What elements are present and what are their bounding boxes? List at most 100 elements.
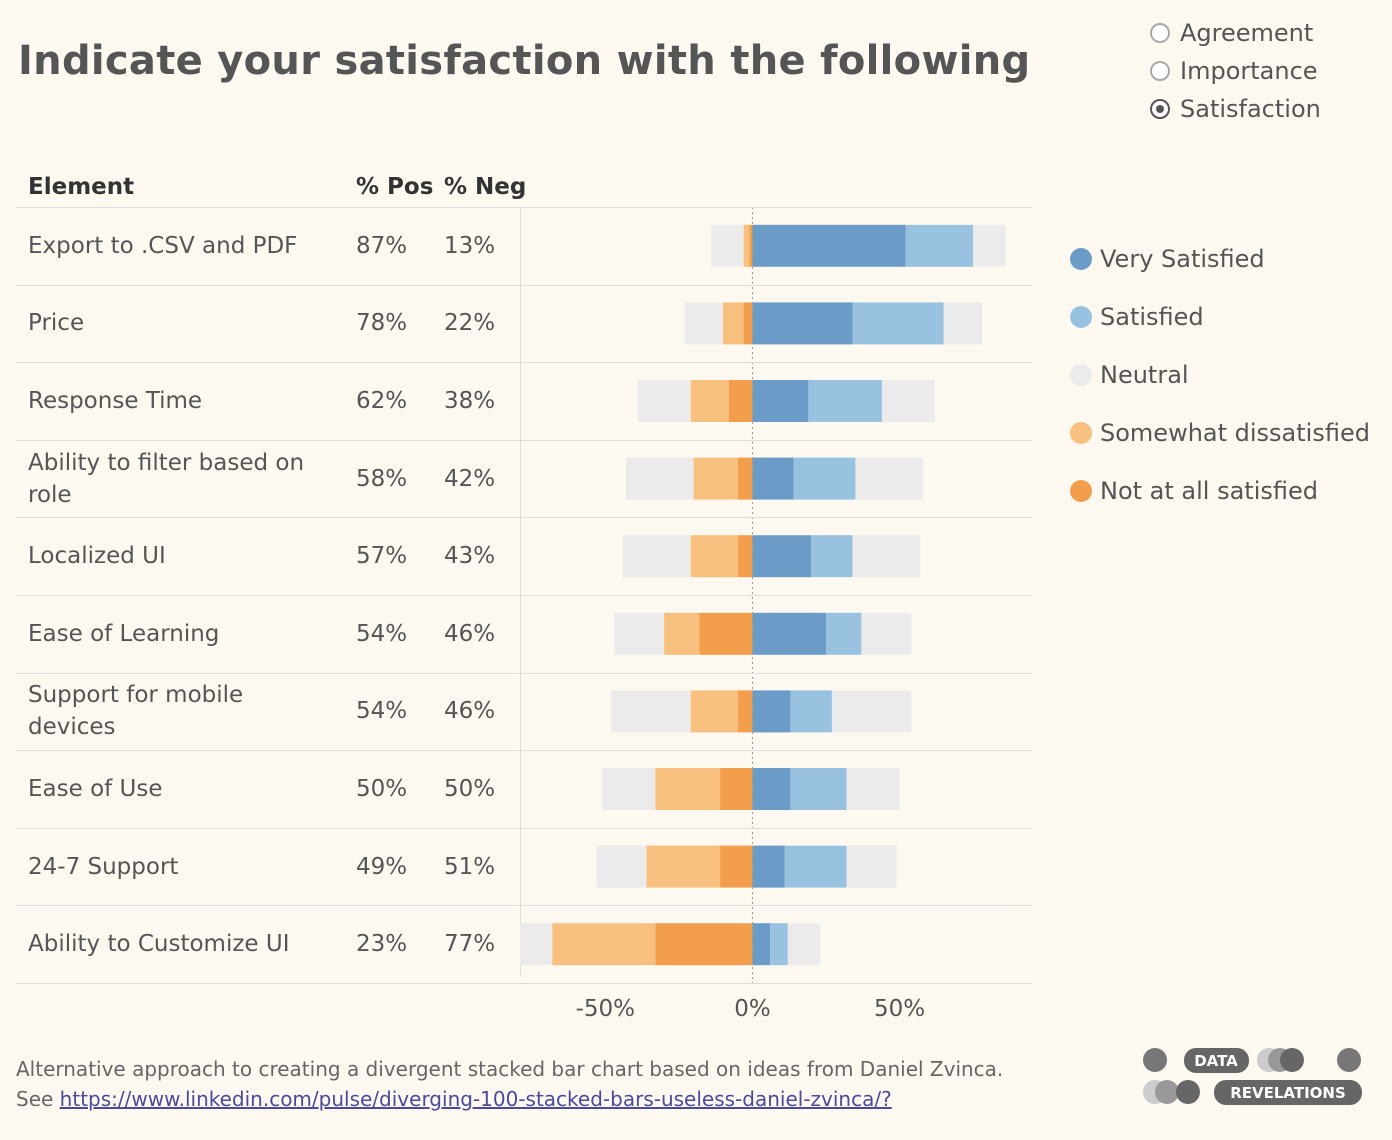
radio-label: Agreement bbox=[1180, 19, 1314, 47]
row-pos-value: 87% bbox=[356, 232, 408, 259]
bar-satisfied bbox=[852, 302, 944, 345]
legend-swatch bbox=[1070, 480, 1092, 502]
bar-not-at-all-satisfied bbox=[749, 224, 753, 267]
bar-satisfied bbox=[790, 690, 832, 733]
row-neg-value: 42% bbox=[444, 465, 496, 492]
bar-somewhat-dissatisfied bbox=[690, 535, 738, 578]
bar-very-satisfied bbox=[752, 457, 794, 500]
bar-satisfied bbox=[905, 224, 974, 267]
bar-satisfied bbox=[770, 923, 788, 966]
bar-neutral-left bbox=[622, 535, 691, 578]
row-element-label: 24-7 Support bbox=[28, 853, 179, 880]
row-element-label: Ease of Use bbox=[28, 776, 163, 802]
bar-very-satisfied bbox=[752, 612, 827, 655]
bar-not-at-all-satisfied bbox=[737, 690, 753, 733]
bar-not-at-all-satisfied bbox=[720, 845, 753, 888]
radio-button-icon[interactable] bbox=[1150, 61, 1170, 81]
footer-note: Alternative approach to creating a diver… bbox=[16, 1054, 1116, 1116]
bar-neutral-left bbox=[711, 224, 744, 267]
bar-satisfied bbox=[790, 768, 847, 810]
bar-satisfied bbox=[808, 380, 882, 422]
legend-item-neutral: Neutral bbox=[1070, 346, 1370, 404]
row-neg-value: 43% bbox=[444, 543, 496, 570]
bar-not-at-all-satisfied bbox=[699, 612, 753, 655]
bar-very-satisfied bbox=[752, 535, 812, 578]
bar-very-satisfied bbox=[752, 690, 791, 733]
bar-very-satisfied bbox=[752, 768, 791, 810]
row-divider bbox=[16, 362, 1032, 364]
radio-option-importance[interactable]: Importance bbox=[1150, 52, 1321, 90]
row-divider bbox=[16, 595, 1032, 596]
bar-neutral-left bbox=[614, 612, 665, 655]
row-element-label: Ease of Learning bbox=[28, 620, 220, 647]
legend-item-not-at-all-satisfied: Not at all satisfied bbox=[1070, 462, 1370, 520]
bar-very-satisfied bbox=[752, 923, 771, 966]
radio-label: Importance bbox=[1180, 57, 1318, 85]
row-divider bbox=[16, 284, 1032, 286]
bar-neutral-right bbox=[846, 768, 900, 810]
bar-neutral-left bbox=[625, 457, 694, 500]
bar-neutral-left bbox=[684, 302, 724, 345]
header-element: Element bbox=[28, 174, 135, 200]
bar-very-satisfied bbox=[752, 302, 853, 345]
bar-neutral-left bbox=[602, 768, 656, 810]
row-pos-value: 57% bbox=[356, 543, 408, 570]
radio-button-selected-icon[interactable] bbox=[1150, 99, 1170, 119]
bar-somewhat-dissatisfied bbox=[693, 457, 738, 500]
x-tick-label: 0% bbox=[734, 996, 771, 1022]
bar-neutral-right bbox=[881, 380, 935, 422]
row-element-label: Ability to filter based on role bbox=[28, 449, 305, 508]
row-divider bbox=[16, 439, 1032, 441]
measure-radio-group[interactable]: Agreement Importance Satisfaction bbox=[1150, 14, 1321, 128]
radio-option-satisfaction[interactable]: Satisfaction bbox=[1150, 90, 1321, 128]
bar-satisfied bbox=[793, 457, 856, 500]
legend-label: Satisfied bbox=[1100, 303, 1204, 331]
bar-neutral-right bbox=[846, 845, 897, 888]
row-divider bbox=[16, 827, 1032, 829]
row-pos-value: 62% bbox=[356, 388, 408, 414]
row-neg-value: 22% bbox=[444, 310, 496, 337]
footer-text: Alternative approach to creating a diver… bbox=[16, 1057, 1004, 1081]
row-pos-value: 54% bbox=[356, 698, 408, 725]
header-pos: % Pos bbox=[356, 174, 434, 200]
data-revelations-logo: DATA REVELATIONS bbox=[1143, 1048, 1362, 1105]
x-tick-label: 50% bbox=[874, 996, 925, 1022]
page-title: Indicate your satisfaction with the foll… bbox=[18, 38, 1031, 84]
row-neg-value: 77% bbox=[444, 931, 496, 958]
bar-very-satisfied bbox=[752, 845, 785, 888]
bar-not-at-all-satisfied bbox=[743, 302, 753, 345]
bar-somewhat-dissatisfied bbox=[743, 224, 750, 267]
legend-label: Very Satisfied bbox=[1100, 245, 1265, 273]
row-element-label: Localized UI bbox=[28, 543, 166, 570]
row-divider bbox=[16, 905, 1032, 907]
bar-neutral-left bbox=[520, 923, 553, 966]
row-pos-value: 78% bbox=[356, 310, 408, 337]
row-element-label: Support for mobile devices bbox=[28, 682, 244, 741]
bar-satisfied bbox=[826, 612, 862, 655]
legend-label: Neutral bbox=[1100, 361, 1189, 389]
bar-neutral-right bbox=[787, 923, 821, 966]
header-neg: % Neg bbox=[444, 174, 527, 200]
bar-neutral-right bbox=[943, 302, 982, 345]
legend-item-somewhat-dissatisfied: Somewhat dissatisfied bbox=[1070, 404, 1370, 462]
radio-button-icon[interactable] bbox=[1150, 23, 1170, 43]
logo-text-data: DATA bbox=[1194, 1052, 1238, 1070]
radio-option-agreement[interactable]: Agreement bbox=[1150, 14, 1321, 52]
bar-not-at-all-satisfied bbox=[655, 923, 753, 966]
row-neg-value: 13% bbox=[444, 232, 496, 259]
bar-very-satisfied bbox=[752, 380, 809, 422]
row-neg-value: 38% bbox=[444, 388, 496, 414]
bar-somewhat-dissatisfied bbox=[690, 690, 738, 733]
footer-link[interactable]: https://www.linkedin.com/pulse/diverging… bbox=[59, 1087, 892, 1111]
bar-not-at-all-satisfied bbox=[737, 535, 753, 578]
legend-swatch bbox=[1070, 364, 1092, 386]
bar-neutral-right bbox=[852, 535, 921, 578]
footer-link-line: See https://www.linkedin.com/pulse/diver… bbox=[16, 1084, 1116, 1114]
radio-label: Satisfaction bbox=[1180, 95, 1321, 123]
row-divider bbox=[16, 517, 1032, 519]
header-divider bbox=[16, 207, 1032, 208]
row-neg-value: 46% bbox=[444, 698, 496, 725]
row-element-label: Export to .CSV and PDF bbox=[28, 232, 298, 259]
bar-neutral-left bbox=[611, 690, 691, 733]
legend-swatch bbox=[1070, 422, 1092, 444]
